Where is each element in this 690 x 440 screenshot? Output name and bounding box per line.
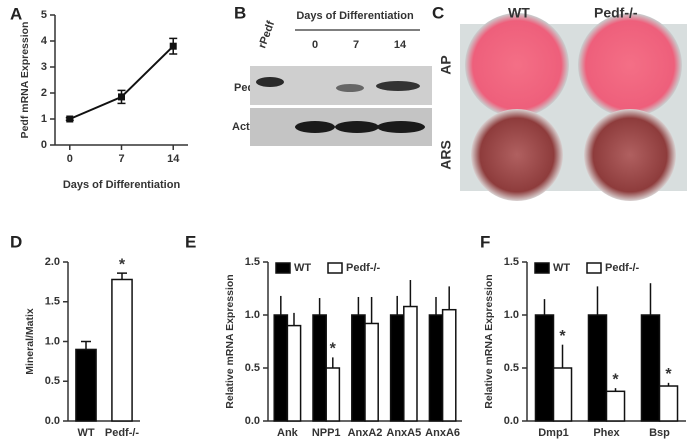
- day-label: 0: [312, 39, 318, 51]
- band: [256, 77, 284, 87]
- x-tick-label: NPP1: [312, 427, 341, 439]
- legend-swatch: [327, 262, 343, 274]
- x-tick-label: Pedf-/-: [105, 427, 140, 439]
- x-tick-label: 7: [118, 153, 124, 165]
- legend-swatch: [275, 262, 291, 274]
- panel-letter: D: [10, 232, 22, 251]
- annotation: *: [612, 371, 619, 388]
- y-tick-label: 4: [41, 35, 48, 47]
- row-label: AP: [438, 55, 454, 74]
- bar: [75, 348, 97, 422]
- y-axis-label: Mineral/Matix: [24, 308, 36, 375]
- annotation: *: [665, 366, 672, 383]
- y-tick-label: 1.0: [245, 309, 260, 321]
- y-axis-label: Pedf mRNA Expression: [19, 22, 31, 139]
- bar: [111, 278, 133, 422]
- legend-swatch: [534, 262, 550, 274]
- bar: [312, 314, 327, 422]
- y-tick-label: 1.0: [45, 335, 60, 347]
- x-tick-label: AnxA6: [425, 427, 460, 439]
- y-tick-label: 3: [41, 61, 47, 73]
- band: [295, 121, 335, 133]
- legend-label: WT: [294, 262, 311, 274]
- x-tick-label: WT: [77, 427, 94, 439]
- bar: [273, 314, 289, 422]
- y-tick-label: 0: [41, 139, 47, 151]
- bar: [351, 314, 366, 422]
- panel-letter: F: [480, 232, 490, 251]
- x-axis-label: Days of Differentiation: [63, 179, 181, 191]
- y-tick-label: 1.5: [504, 256, 519, 268]
- plate: [584, 109, 676, 201]
- plate: [465, 13, 569, 117]
- bar: [364, 322, 379, 422]
- x-tick-label: AnxA5: [386, 427, 421, 439]
- annotation: *: [119, 256, 126, 273]
- panel-letter: B: [234, 3, 246, 22]
- x-tick-label: Ank: [277, 427, 299, 439]
- line: [69, 45, 174, 120]
- bar: [534, 314, 555, 422]
- y-tick-label: 1.5: [45, 296, 60, 308]
- band: [335, 121, 379, 133]
- plate: [471, 109, 563, 201]
- band: [377, 121, 425, 133]
- x-tick-label: AnxA2: [348, 427, 383, 439]
- x-tick-label: Dmp1: [538, 427, 569, 439]
- plate: [578, 13, 682, 117]
- y-axis-label: Relative mRNA Expression: [483, 274, 495, 408]
- band: [336, 84, 364, 92]
- column-label: WT: [508, 5, 530, 21]
- y-tick-label: 5: [41, 9, 47, 21]
- bar: [552, 367, 573, 422]
- bar: [605, 390, 626, 422]
- y-tick-label: 0.5: [245, 362, 260, 374]
- y-tick-label: 1: [41, 113, 47, 125]
- y-tick-label: 2.0: [45, 256, 60, 268]
- y-tick-label: 0.0: [504, 415, 519, 427]
- y-tick-label: 0.5: [45, 375, 60, 387]
- y-tick-label: 2: [41, 87, 47, 99]
- y-tick-label: 0.5: [504, 362, 519, 374]
- point: [66, 115, 74, 123]
- point: [118, 93, 125, 101]
- blot-header: Days of Differentiation: [296, 10, 414, 22]
- x-tick-label: 0: [67, 153, 73, 165]
- annotation: *: [330, 341, 337, 358]
- bar: [403, 305, 418, 422]
- bar: [640, 314, 661, 422]
- band: [376, 81, 420, 91]
- y-tick-label: 1.5: [245, 256, 260, 268]
- bar: [286, 324, 302, 422]
- legend-swatch: [586, 262, 602, 274]
- point: [169, 42, 177, 50]
- column-label: Pedf-/-: [594, 5, 638, 21]
- legend-label: Pedf-/-: [346, 262, 381, 274]
- bar: [658, 385, 679, 422]
- legend-label: WT: [553, 262, 570, 274]
- x-tick-label: Bsp: [649, 427, 670, 439]
- day-label: 7: [353, 39, 359, 51]
- day-label: 14: [394, 39, 407, 51]
- x-tick-label: Phex: [593, 427, 620, 439]
- bar: [389, 314, 405, 422]
- annotation: *: [559, 328, 566, 345]
- panel-letter: E: [185, 232, 196, 251]
- panel-letter: C: [432, 3, 444, 22]
- y-axis-label: Relative mRNA Expression: [224, 274, 236, 408]
- bar: [441, 308, 457, 422]
- row-label: ARS: [438, 140, 454, 170]
- bar: [587, 314, 608, 422]
- bar: [325, 367, 341, 422]
- x-tick-label: 14: [167, 153, 180, 165]
- y-tick-label: 0.0: [245, 415, 260, 427]
- legend-label: Pedf-/-: [605, 262, 640, 274]
- panel-letter: A: [10, 4, 22, 23]
- y-tick-label: 0.0: [45, 415, 60, 427]
- bar: [428, 314, 444, 422]
- lane-label: rPedf: [256, 19, 277, 50]
- y-tick-label: 1.0: [504, 309, 519, 321]
